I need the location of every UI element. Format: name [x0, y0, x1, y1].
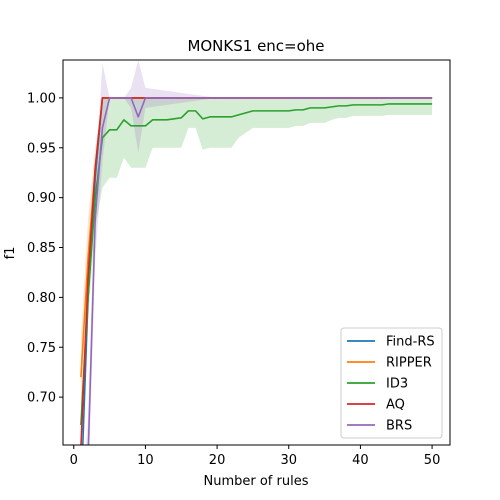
- x-tick-label: 50: [424, 453, 441, 468]
- legend-box: [340, 327, 443, 439]
- x-axis: 0 10 20 30 40 50: [70, 445, 441, 468]
- x-tick-label: 20: [209, 453, 226, 468]
- series-lines: [80, 97, 433, 445]
- legend-label-aq: AQ: [386, 398, 405, 413]
- y-tick-label: 0.75: [27, 341, 56, 356]
- x-tick-label: 0: [70, 453, 78, 468]
- plot-frame: [62, 59, 451, 446]
- legend-label-brs: BRS: [386, 419, 412, 434]
- x-tick-label: 40: [352, 453, 369, 468]
- band-id3: [80, 97, 433, 438]
- legend-label-id3: ID3: [386, 377, 408, 392]
- legend-label-ripper: RIPPER: [386, 356, 432, 371]
- y-tick-label: 0.85: [27, 241, 56, 256]
- y-tick-label: 0.95: [27, 141, 56, 156]
- y-tick-label: 0.90: [27, 191, 56, 206]
- x-tick-label: 10: [137, 453, 154, 468]
- legend-label-find-rs: Find-RS: [386, 335, 435, 350]
- y-tick-label: 0.80: [27, 291, 56, 306]
- series-line-id3: [80, 103, 433, 426]
- chart-title: MONKS1 enc=ohe: [187, 37, 324, 55]
- x-tick-label: 30: [280, 453, 297, 468]
- y-axis-label: f1: [3, 247, 18, 260]
- y-axis: 0.70 0.75 0.80 0.85 0.90 0.95 1.00: [27, 91, 63, 406]
- legend: Find-RS RIPPER ID3 AQ BRS: [340, 327, 443, 439]
- confidence-bands: [80, 60, 433, 445]
- y-tick-label: 0.70: [27, 391, 56, 406]
- x-axis-label: Number of rules: [204, 474, 309, 489]
- series-line-brs: [87, 97, 433, 445]
- y-tick-label: 1.00: [27, 91, 56, 106]
